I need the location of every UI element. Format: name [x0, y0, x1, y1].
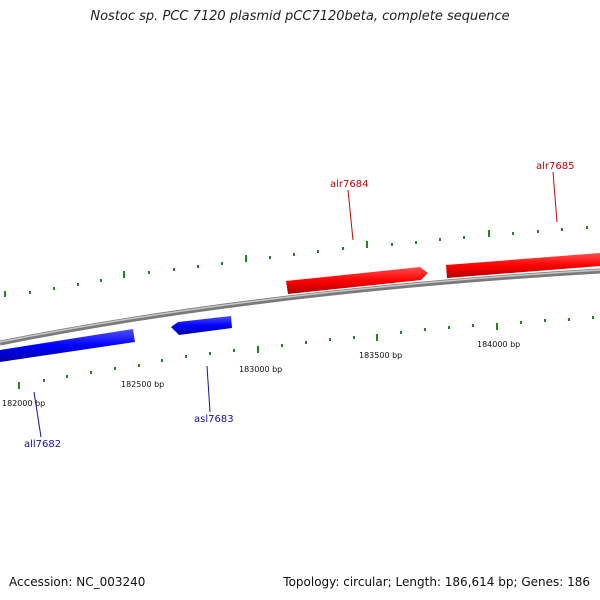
bp-label-183500: 183500 bp	[359, 351, 402, 360]
map-title: Nostoc sp. PCC 7120 plasmid pCC7120beta,…	[90, 9, 510, 24]
gene-label-all7682[interactable]: all7682	[24, 439, 61, 450]
lower-tick-marks	[18, 316, 594, 389]
leader-line-all7682	[33, 391, 42, 438]
bp-label-184000: 184000 bp	[477, 340, 520, 349]
plasmid-backbone	[0, 268, 600, 346]
gene-label-alr7685[interactable]: alr7685	[536, 161, 574, 172]
upper-tick-marks	[4, 226, 588, 297]
gene-label-asl7683[interactable]: asl7683	[194, 414, 234, 425]
accession-text: Accession: NC_003240	[9, 575, 146, 589]
gene-arrow-all7682[interactable]	[0, 329, 135, 362]
gene-arrow-alr7684[interactable]	[286, 267, 428, 294]
leader-line-asl7683	[206, 365, 211, 413]
bp-label-182000: 182000 bp	[2, 399, 45, 408]
leader-line-alr7684	[347, 189, 354, 241]
gene-arrow-alr7685[interactable]	[446, 253, 600, 278]
gene-arrow-asl7683[interactable]	[171, 316, 232, 335]
bp-label-182500: 182500 bp	[121, 380, 164, 389]
leader-line-alr7685	[552, 171, 558, 223]
summary-text: Topology: circular; Length: 186,614 bp; …	[283, 575, 590, 589]
gene-label-alr7684[interactable]: alr7684	[330, 179, 368, 190]
bp-label-183000: 183000 bp	[239, 365, 282, 374]
